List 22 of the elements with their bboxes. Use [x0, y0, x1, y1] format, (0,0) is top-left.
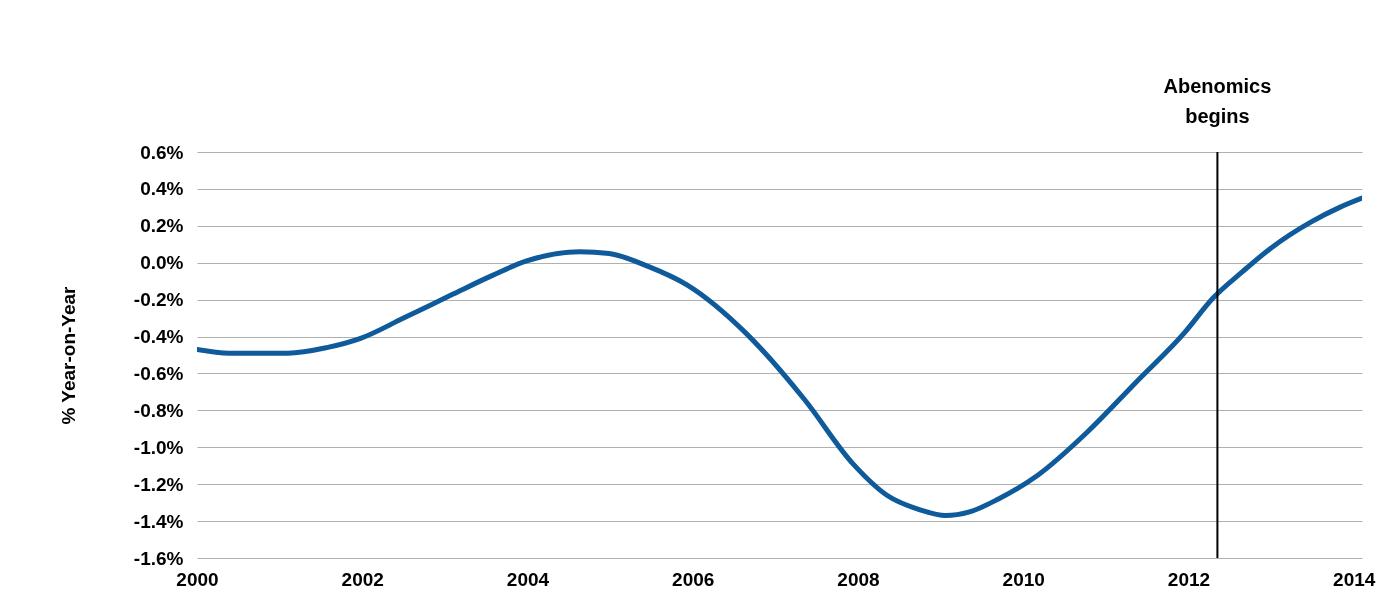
x-tick-label: 2010 — [1002, 568, 1045, 590]
y-tick-label: -1.0% — [133, 436, 184, 458]
y-tick-label: -0.2% — [133, 289, 184, 311]
x-tick-label: 2014 — [1333, 568, 1376, 590]
y-tick-label: 0.4% — [140, 178, 184, 200]
x-tick-label: 2000 — [176, 568, 219, 590]
y-tick-label: -0.6% — [133, 362, 184, 384]
y-tick-label: -1.6% — [133, 547, 184, 569]
y-tick-label: -0.8% — [133, 399, 184, 421]
x-tick-label: 2006 — [672, 568, 715, 590]
x-tick-label: 2008 — [837, 568, 880, 590]
x-tick-label: 2004 — [506, 568, 550, 590]
x-tick-label: 2012 — [1167, 568, 1211, 590]
y-tick-label: -1.4% — [133, 510, 184, 532]
x-tick-label: 2002 — [341, 568, 384, 590]
y-tick-label: 0.2% — [140, 215, 184, 237]
y-tick-label: 0.6% — [140, 141, 184, 163]
y-tick-label: -0.4% — [133, 326, 184, 348]
y-tick-label: -1.2% — [133, 473, 184, 495]
y-axis-title: % Year-on-Year — [57, 285, 79, 425]
ref-line-label: Abenomics begins — [1163, 75, 1272, 127]
y-tick-label: 0.0% — [140, 252, 184, 274]
